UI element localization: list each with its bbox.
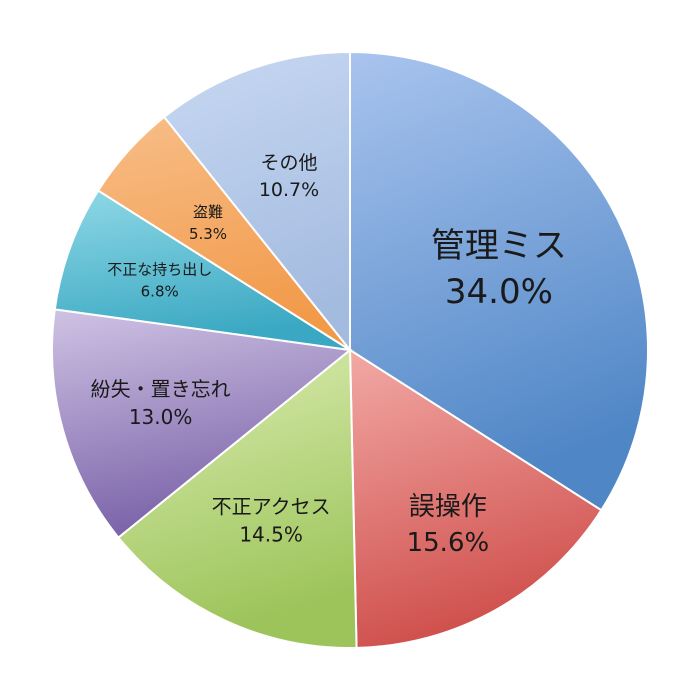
slice-value-label-6: 5.3%: [189, 225, 227, 243]
pie-slice-2: [348, 348, 603, 649]
slice-label-6: 盗難: [193, 203, 223, 221]
pie-slice-7: [162, 50, 351, 353]
pie-slice-5: [53, 189, 351, 351]
slice-label-4: 紛失・置き忘れ: [91, 377, 231, 401]
slice-label-5: 不正な持ち出し: [107, 261, 212, 279]
slice-value-label-1: 34.0%: [445, 272, 553, 312]
slice-label-2: 誤操作: [409, 492, 487, 522]
slice-label-3: 不正アクセス: [212, 494, 331, 518]
slice-value-label-3: 14.5%: [239, 522, 303, 546]
slice-value-label-7: 10.7%: [259, 179, 319, 201]
slice-label-7: その他: [260, 152, 317, 174]
pie-slice-4: [51, 308, 353, 539]
slice-value-label-4: 13.0%: [129, 405, 193, 429]
slices-layer: [51, 50, 649, 649]
labels-layer: 管理ミス 34.0% 誤操作 15.6% 不正アクセス 14.5% 紛失・置き忘れ 13.0%…: [91, 152, 567, 558]
slice-label-1: 管理ミス: [431, 226, 567, 266]
pie-slice-1: [349, 50, 649, 512]
slice-value-label-2: 15.6%: [407, 528, 490, 558]
pie-slice-3: [117, 347, 358, 649]
slice-value-label-5: 6.8%: [141, 283, 179, 301]
